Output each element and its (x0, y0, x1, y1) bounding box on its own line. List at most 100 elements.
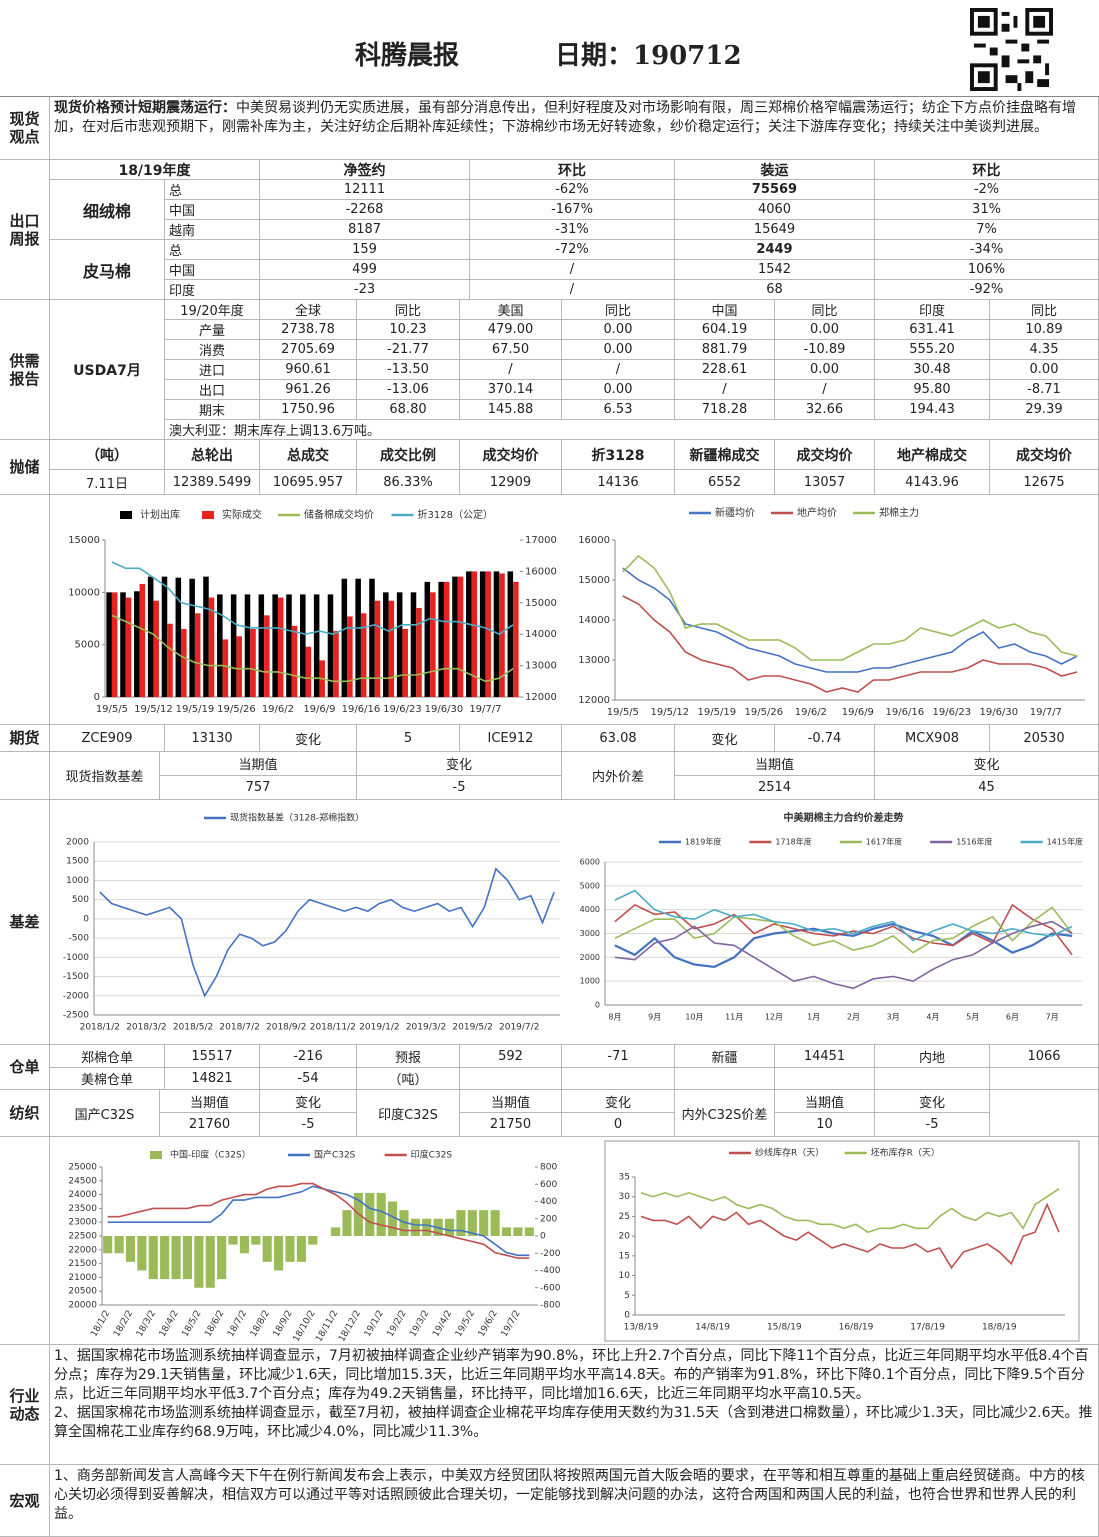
y-tick-label: 24000 (68, 1190, 97, 1200)
table-cell: 皮马棉 (50, 240, 165, 300)
table-cell: ZCE909 (50, 725, 165, 752)
chart: 12000 13000 14000 15000 16000 19/5/5 19/5/12 19… (578, 506, 1085, 718)
y-tick-label: 10 (619, 1271, 631, 1281)
legend-label: 地产均价 (797, 506, 837, 519)
table-cell: 8187 (260, 220, 470, 240)
table-cell: -13.06 (357, 380, 460, 400)
y2-tick-label: 400 (540, 1197, 557, 1207)
bar (331, 1227, 341, 1236)
bar (507, 571, 514, 697)
table-cell: / (675, 380, 775, 400)
section-label: 现货观点 (0, 97, 50, 160)
table-cell: 75569 (675, 180, 875, 200)
table-cell: 2449 (675, 240, 875, 260)
table-cell: 106% (875, 260, 1099, 280)
table-cell: 14451 (775, 1045, 875, 1068)
table-cell: 环比 (470, 160, 675, 180)
bar (272, 594, 278, 697)
y-tick-label: 25000 (68, 1163, 97, 1173)
bar (438, 581, 444, 697)
chart: 0 5 10 15 20 25 30 35 13/8/19 14/8/19 15/8/19 16/8/… (604, 1140, 1080, 1342)
x-tick-label: 7月 (1046, 1013, 1059, 1022)
table-cell: 现货指数基差 (50, 752, 160, 800)
section-label: 宏观 (0, 1465, 50, 1537)
x-tick-label: 18/5/2 (180, 1309, 203, 1339)
legend-swatch (202, 511, 214, 519)
x-tick-label: 14/8/19 (695, 1323, 730, 1333)
x-tick-label: 11月 (725, 1013, 743, 1022)
legend-label: 1617年度 (866, 837, 902, 847)
bar (513, 1227, 523, 1236)
table-cell: 12389.5499 (165, 470, 260, 495)
bar (111, 592, 118, 697)
y2-tick-label: 0 (540, 1232, 546, 1242)
bar (410, 592, 417, 697)
line-series (614, 903, 1073, 956)
y2-tick-label: 200 (540, 1214, 557, 1224)
line-series (107, 1185, 530, 1257)
x-tick-label: 18/8/2 (249, 1309, 272, 1339)
table-cell: -5 (875, 1113, 990, 1137)
x-tick-label: 19/7/7 (469, 704, 501, 715)
table-cell: 67.50 (460, 340, 562, 360)
table-cell: 内外价差 (562, 752, 675, 800)
x-tick-label: 4月 (926, 1013, 939, 1022)
bar (313, 594, 320, 697)
x-tick-label: 19/5/19 (176, 704, 215, 715)
line-series (99, 867, 555, 998)
bar (416, 608, 422, 697)
bar (286, 594, 292, 697)
bar (374, 600, 381, 697)
table-cell: -0.74 (775, 725, 875, 752)
chart: 中美期棉主力合约价差走势 0 1000 2000 3000 4000 5000 6000 8月 9… (580, 811, 1083, 1022)
table-cell: / (562, 360, 675, 380)
table-cell: 内外C32S价差 (675, 1090, 775, 1137)
x-tick-label: 19/6/9 (303, 704, 335, 715)
table-cell (675, 1068, 775, 1090)
bar (125, 1236, 136, 1262)
table-cell: / (460, 360, 562, 380)
table-cell: 中国 (165, 260, 260, 280)
table-cell: -71 (562, 1045, 675, 1068)
chart-frame (604, 1140, 1080, 1342)
table-cell: 总轮出 (165, 440, 260, 470)
table-cell: 13130 (165, 725, 260, 752)
x-tick-label: 15/8/19 (767, 1323, 802, 1333)
y-tick-label: 16000 (578, 535, 610, 546)
section-label: 行业动态 (0, 1345, 50, 1465)
bar (430, 592, 436, 697)
table-cell: 澳大利亚：期末库存上调13.6万吨。 (165, 420, 1099, 440)
bar (134, 591, 140, 697)
y2-tick-label: -800 (540, 1301, 561, 1311)
line-series (111, 561, 514, 636)
bar (285, 1236, 295, 1262)
x-tick-label: 2018/3/2 (126, 1023, 166, 1033)
bar (153, 600, 159, 697)
table-cell: 成交均价 (775, 440, 875, 470)
x-tick-label: 13/8/19 (624, 1323, 659, 1333)
bar (181, 628, 187, 697)
bar (208, 597, 215, 697)
bar (189, 578, 195, 697)
bar (120, 592, 126, 697)
table-cell: 31% (875, 200, 1099, 220)
y-tick-label: 0 (624, 1311, 630, 1321)
bar (106, 592, 112, 697)
bar (228, 1236, 238, 1245)
section-label: 仓单 (0, 1045, 50, 1090)
line-series (614, 906, 1073, 954)
table-cell (875, 1068, 990, 1090)
table-cell: 6552 (675, 470, 775, 495)
table-cell: 555.20 (875, 340, 990, 360)
x-tick-label: 19/5/2 (454, 1309, 477, 1339)
table-cell: -10.89 (775, 340, 875, 360)
text: 现货价格预计短期震荡运行： (54, 100, 236, 116)
table-cell: 当期值 (460, 1090, 562, 1113)
table-cell: 12675 (990, 470, 1099, 495)
y2-tick-label: 600 (540, 1180, 557, 1190)
table-cell: 国产C32S (50, 1090, 160, 1137)
table-cell: 10 (775, 1113, 875, 1137)
y-tick-label: 35 (619, 1173, 630, 1183)
line-series (111, 614, 514, 683)
bar (360, 613, 367, 697)
